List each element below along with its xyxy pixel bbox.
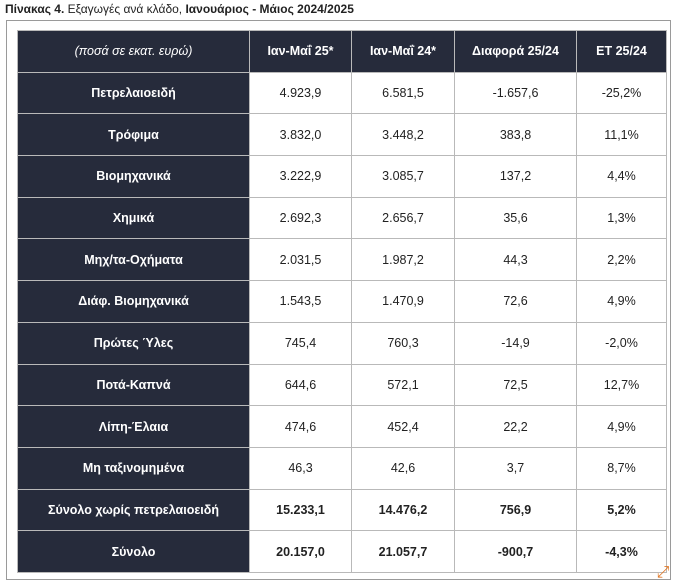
value-difference: -900,7 <box>454 530 577 573</box>
value-jan-may-24: 3.085,7 <box>351 155 455 198</box>
table-body: Πετρελαιοειδή 4.923,9 6.581,5 -1.657,6 -25,2… <box>17 71 667 573</box>
value-jan-may-24: 1.987,2 <box>351 238 455 282</box>
value-jan-may-24: 14.476,2 <box>351 488 455 532</box>
value-jan-may-25: 474,6 <box>249 405 352 448</box>
value-jan-may-25: 3.832,0 <box>249 113 352 157</box>
table-header-row: (ποσά σε εκατ. ευρώ) Ιαν-Μαΐ 25* Ιαν-Μαΐ… <box>17 30 667 73</box>
value-difference: -1.657,6 <box>454 71 577 115</box>
value-jan-may-25: 4.923,9 <box>249 71 352 115</box>
table-total-row: Σύνολο 20.157,0 21.057,7 -900,7 -4,3% <box>17 530 667 573</box>
row-label: Σύνολο <box>17 530 250 573</box>
row-label: Μηχ/τα-Οχήματα <box>17 238 250 282</box>
value-jan-may-24: 42,6 <box>351 446 455 490</box>
value-yoy: 11,1% <box>576 113 667 157</box>
value-yoy: 8,7% <box>576 446 667 490</box>
value-jan-may-24: 3.448,2 <box>351 113 455 157</box>
row-label: Διάφ. Βιομηχανικά <box>17 280 250 323</box>
value-jan-may-25: 745,4 <box>249 321 352 365</box>
value-yoy: 12,7% <box>576 363 667 407</box>
row-label: Χημικά <box>17 196 250 240</box>
value-jan-may-24: 1.470,9 <box>351 280 455 323</box>
value-jan-may-24: 572,1 <box>351 363 455 407</box>
value-yoy: 1,3% <box>576 196 667 240</box>
caption-period: Ιανουάριος - Μάιος 2024/2025 <box>185 2 354 16</box>
header-jan-may-24: Ιαν-Μαΐ 24* <box>351 30 455 73</box>
table-row: Πρώτες Ύλες 745,4 760,3 -14,9 -2,0% <box>17 321 667 365</box>
row-label: Βιομηχανικά <box>17 155 250 198</box>
value-jan-may-25: 1.543,5 <box>249 280 352 323</box>
value-jan-may-24: 21.057,7 <box>351 530 455 573</box>
table-row: Διάφ. Βιομηχανικά 1.543,5 1.470,9 72,6 4,9% <box>17 280 667 323</box>
expand-arrows-icon[interactable]: ⤢ <box>656 564 670 581</box>
table-row: Χημικά 2.692,3 2.656,7 35,6 1,3% <box>17 196 667 240</box>
table-row: Τρόφιμα 3.832,0 3.448,2 383,8 11,1% <box>17 113 667 157</box>
value-jan-may-24: 452,4 <box>351 405 455 448</box>
row-label: Σύνολο χωρίς πετρελαιοειδή <box>17 488 250 532</box>
row-label: Πρώτες Ύλες <box>17 321 250 365</box>
value-jan-may-24: 6.581,5 <box>351 71 455 115</box>
value-yoy: -4,3% <box>576 530 667 573</box>
value-jan-may-25: 2.031,5 <box>249 238 352 282</box>
table-caption: Πίνακας 4. Εξαγωγές ανά κλάδο, Ιανουάριο… <box>5 2 354 16</box>
value-jan-may-24: 760,3 <box>351 321 455 365</box>
value-difference: 44,3 <box>454 238 577 282</box>
value-difference: 383,8 <box>454 113 577 157</box>
table-total-row: Σύνολο χωρίς πετρελαιοειδή 15.233,1 14.476… <box>17 488 667 532</box>
header-jan-may-25: Ιαν-Μαΐ 25* <box>249 30 352 73</box>
table-frame <box>6 20 671 580</box>
value-yoy: 5,2% <box>576 488 667 532</box>
header-difference: Διαφορά 25/24 <box>454 30 577 73</box>
table-row: Ποτά-Καπνά 644,6 572,1 72,5 12,7% <box>17 363 667 407</box>
table-row: Μη ταξινομημένα 46,3 42,6 3,7 8,7% <box>17 446 667 490</box>
table-row: Μηχ/τα-Οχήματα 2.031,5 1.987,2 44,3 2,2% <box>17 238 667 282</box>
value-yoy: 4,9% <box>576 405 667 448</box>
value-jan-may-25: 46,3 <box>249 446 352 490</box>
row-label: Τρόφιμα <box>17 113 250 157</box>
row-label: Ποτά-Καπνά <box>17 363 250 407</box>
table-row: Πετρελαιοειδή 4.923,9 6.581,5 -1.657,6 -25,2… <box>17 71 667 115</box>
value-yoy: 4,9% <box>576 280 667 323</box>
value-yoy: -25,2% <box>576 71 667 115</box>
caption-middle: Εξαγωγές ανά κλάδο, <box>64 2 186 16</box>
value-difference: -14,9 <box>454 321 577 365</box>
row-label: Λίπη-Έλαια <box>17 405 250 448</box>
header-units: (ποσά σε εκατ. ευρώ) <box>17 30 250 73</box>
value-difference: 22,2 <box>454 405 577 448</box>
row-label: Πετρελαιοειδή <box>17 71 250 115</box>
table-row: Λίπη-Έλαια 474,6 452,4 22,2 4,9% <box>17 405 667 448</box>
value-difference: 756,9 <box>454 488 577 532</box>
caption-prefix: Πίνακας 4. <box>5 2 65 16</box>
value-jan-may-25: 644,6 <box>249 363 352 407</box>
value-jan-may-25: 3.222,9 <box>249 155 352 198</box>
value-jan-may-24: 2.656,7 <box>351 196 455 240</box>
value-jan-may-25: 15.233,1 <box>249 488 352 532</box>
value-difference: 35,6 <box>454 196 577 240</box>
table-row: Βιομηχανικά 3.222,9 3.085,7 137,2 4,4% <box>17 155 667 198</box>
value-difference: 72,5 <box>454 363 577 407</box>
value-yoy: 2,2% <box>576 238 667 282</box>
value-jan-may-25: 20.157,0 <box>249 530 352 573</box>
value-difference: 3,7 <box>454 446 577 490</box>
value-yoy: -2,0% <box>576 321 667 365</box>
header-yoy: ΕΤ 25/24 <box>576 30 667 73</box>
exports-table: (ποσά σε εκατ. ευρώ) Ιαν-Μαΐ 25* Ιαν-Μαΐ… <box>17 30 667 573</box>
value-difference: 72,6 <box>454 280 577 323</box>
value-yoy: 4,4% <box>576 155 667 198</box>
row-label: Μη ταξινομημένα <box>17 446 250 490</box>
value-jan-may-25: 2.692,3 <box>249 196 352 240</box>
value-difference: 137,2 <box>454 155 577 198</box>
